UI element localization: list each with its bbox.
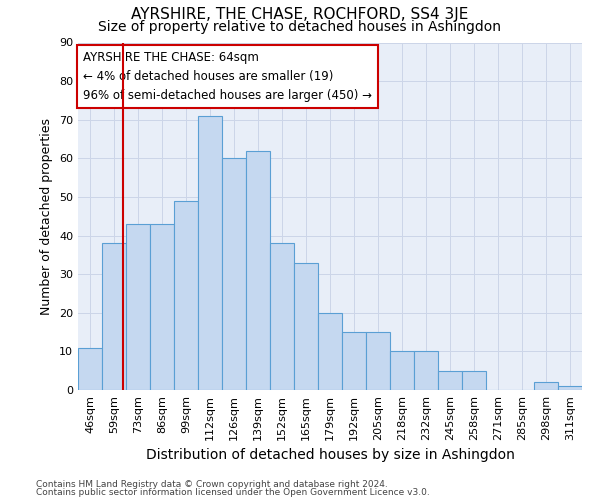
Bar (174, 201, 198, 390)
Text: AYRSHIRE THE CHASE: 64sqm
← 4% of detached houses are smaller (19)
96% of semi-d: AYRSHIRE THE CHASE: 64sqm ← 4% of detach… (83, 51, 372, 102)
X-axis label: Distribution of detached houses by size in Ashingdon: Distribution of detached houses by size … (146, 448, 514, 462)
Text: Contains public sector information licensed under the Open Government Licence v3: Contains public sector information licen… (36, 488, 430, 497)
Y-axis label: Number of detached properties: Number of detached properties (40, 118, 53, 315)
Bar (534, 382, 558, 390)
Bar (222, 158, 246, 390)
Bar (150, 224, 174, 390)
Text: Size of property relative to detached houses in Ashingdon: Size of property relative to detached ho… (98, 20, 502, 34)
Bar (558, 386, 582, 390)
Bar (126, 224, 150, 390)
Bar (438, 370, 462, 390)
Text: AYRSHIRE, THE CHASE, ROCHFORD, SS4 3JE: AYRSHIRE, THE CHASE, ROCHFORD, SS4 3JE (131, 8, 469, 22)
Bar (342, 332, 366, 390)
Text: Contains HM Land Registry data © Crown copyright and database right 2024.: Contains HM Land Registry data © Crown c… (36, 480, 388, 489)
Bar (318, 313, 342, 390)
Bar (198, 116, 222, 390)
Bar (462, 370, 486, 390)
Bar (246, 150, 270, 390)
Bar (414, 352, 438, 390)
Bar (270, 244, 294, 390)
Bar (78, 348, 102, 390)
Bar (390, 352, 414, 390)
Bar (366, 332, 390, 390)
Bar (294, 262, 318, 390)
Bar (102, 244, 126, 390)
